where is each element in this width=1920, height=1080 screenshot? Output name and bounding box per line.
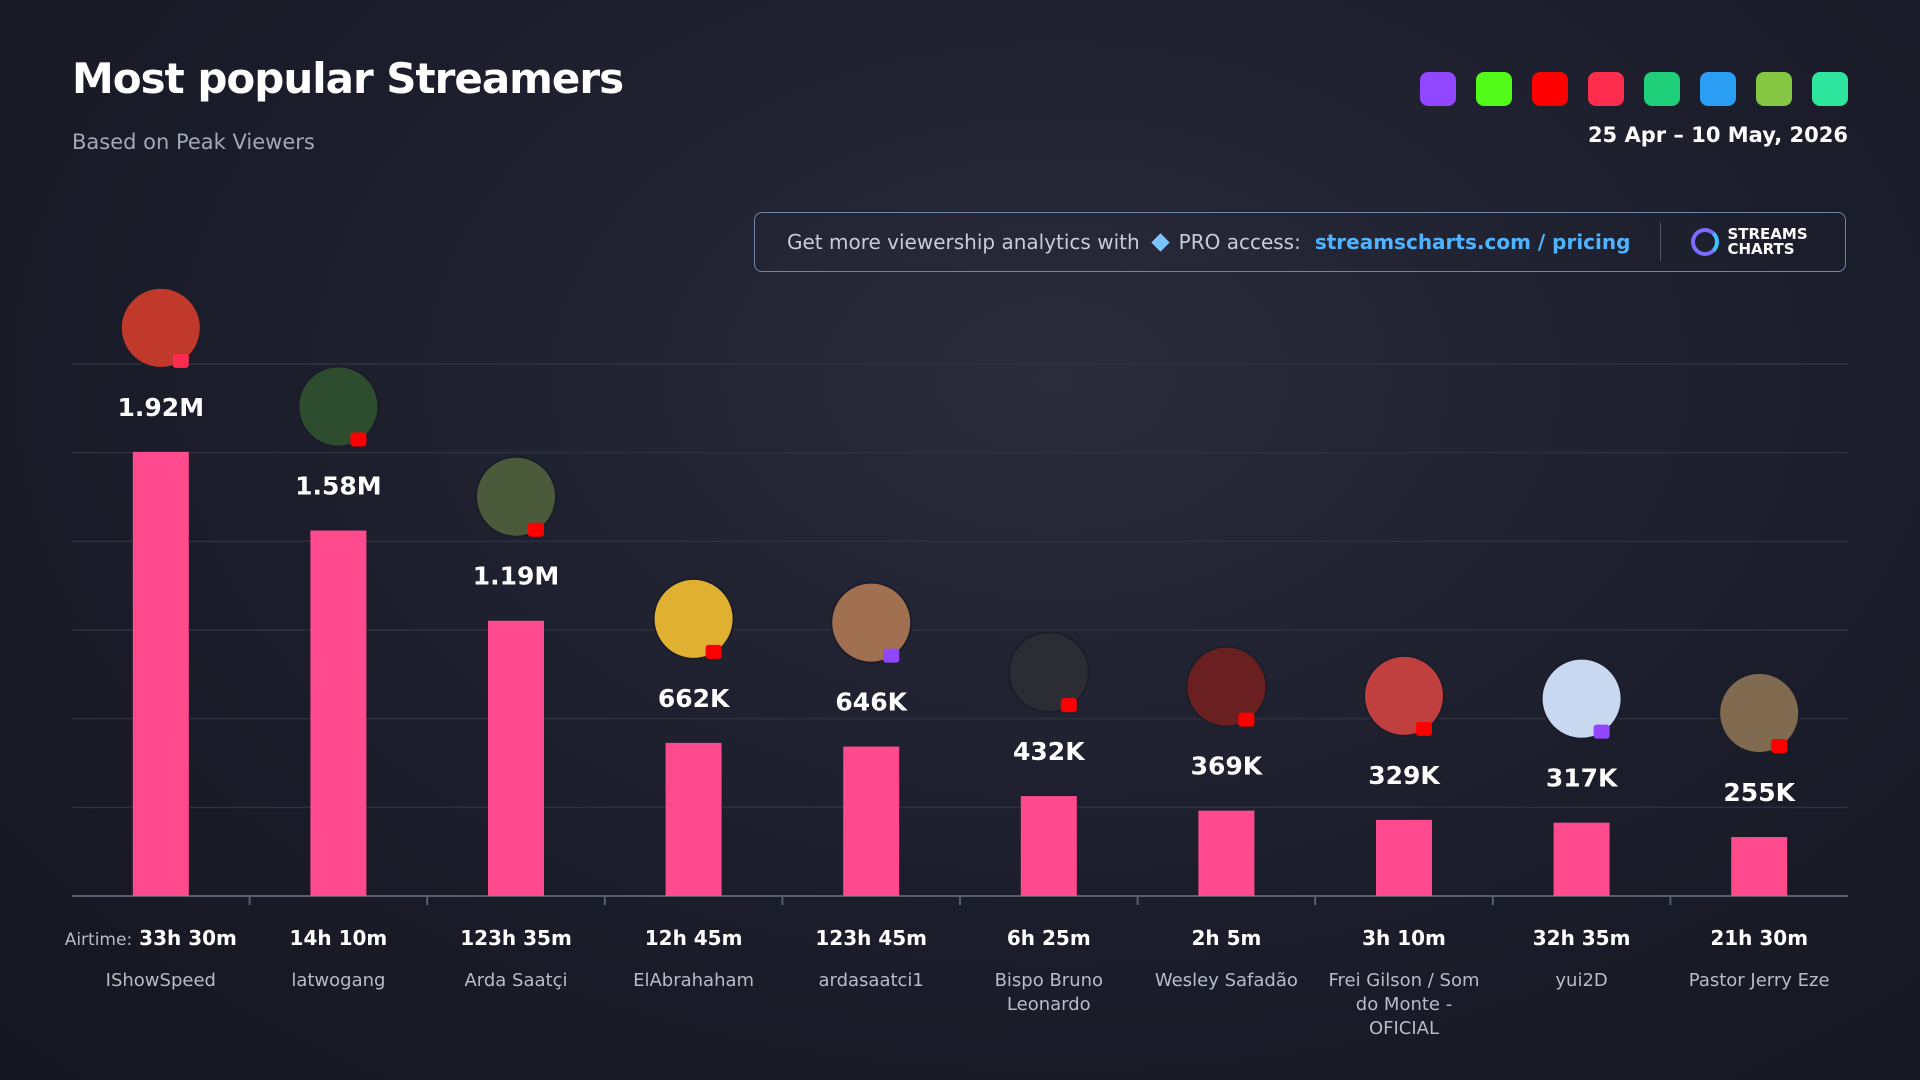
airtime-value: 33h 30m <box>139 926 237 950</box>
avatar <box>1007 631 1090 714</box>
airtime-value: 21h 30m <box>1710 926 1808 950</box>
avatar <box>1540 657 1623 740</box>
value-label: 1.92M <box>118 393 205 422</box>
x-tick-label[interactable]: ardasaatci1 <box>818 970 924 991</box>
airtime: Airtime: 33h 30m <box>65 926 237 950</box>
promo-text: Get more viewership analytics with <box>787 230 1140 254</box>
platform-badge <box>1771 739 1788 754</box>
airtime: 14h 10m <box>290 926 388 950</box>
x-tick-label[interactable]: ElAbrahaham <box>633 970 755 991</box>
logo-line: STREAMS <box>1727 225 1808 243</box>
value-label: 1.58M <box>295 472 382 501</box>
airtime-value: 14h 10m <box>290 926 388 950</box>
airtime-value: 12h 45m <box>645 926 743 950</box>
x-tick-label[interactable]: yui2D <box>1555 970 1608 991</box>
logo-line: CHARTS <box>1727 240 1795 258</box>
airtime: 123h 45m <box>815 926 927 950</box>
kick-icon[interactable] <box>1476 72 1512 106</box>
youtube-icon[interactable] <box>1532 72 1568 106</box>
airtime: 21h 30m <box>1710 926 1808 950</box>
value-label: 432K <box>1013 737 1086 766</box>
avatar <box>475 455 557 538</box>
airtime-value: 123h 45m <box>815 926 927 950</box>
trovo-icon[interactable] <box>1644 72 1680 106</box>
platform-icons <box>1420 72 1848 106</box>
bar <box>843 746 900 896</box>
platform-badge <box>1238 712 1255 727</box>
twitch-icon[interactable] <box>1420 72 1456 106</box>
bar <box>1020 796 1077 896</box>
airtime-value: 2h 5m <box>1191 926 1261 950</box>
infinity-icon[interactable] <box>1700 72 1736 106</box>
bar <box>132 451 189 896</box>
avatar <box>297 365 380 448</box>
avatar <box>830 581 913 664</box>
airtime-value: 3h 10m <box>1362 926 1446 950</box>
logo[interactable]: STREAMS CHARTS <box>1691 227 1808 257</box>
airtime: 123h 35m <box>460 926 572 950</box>
logo-text: STREAMS CHARTS <box>1727 227 1807 257</box>
bar <box>1553 822 1610 896</box>
airtime: 32h 35m <box>1533 926 1631 950</box>
chart-subtitle: Based on Peak Viewers <box>72 130 315 154</box>
value-label: 662K <box>658 684 731 713</box>
airtime-value: 123h 35m <box>460 926 572 950</box>
platform-badge <box>172 353 189 368</box>
airtime-label: Airtime: <box>65 930 132 950</box>
bar <box>1731 837 1788 896</box>
chart-title: Most popular Streamers <box>72 54 624 103</box>
platform-badge <box>883 648 900 663</box>
avatar <box>1185 645 1268 728</box>
value-label: 255K <box>1723 778 1796 807</box>
bar <box>1198 810 1255 896</box>
airtime: 3h 10m <box>1362 926 1446 950</box>
airtime-value: 32h 35m <box>1533 926 1631 950</box>
promo-banner[interactable]: Get more viewership analytics with PRO a… <box>754 212 1846 272</box>
x-tick-label[interactable]: Arda Saatçi <box>464 970 568 991</box>
avatar <box>1363 654 1445 737</box>
airtime: 6h 25m <box>1007 926 1091 950</box>
platform-badge <box>528 522 544 537</box>
airtime: 12h 45m <box>645 926 743 950</box>
avatar <box>119 286 202 369</box>
x-tick-label[interactable]: latwogang <box>291 970 386 991</box>
avatar <box>652 577 735 660</box>
promo-link[interactable]: streamscharts.com / pricing <box>1314 230 1631 254</box>
platform-badge <box>1060 698 1077 713</box>
value-label: 369K <box>1191 752 1264 781</box>
bar <box>310 530 367 896</box>
airtime-value: 6h 25m <box>1007 926 1091 950</box>
date-range: 25 Apr – 10 May, 2026 <box>1587 123 1848 147</box>
x-tick-label[interactable]: IShowSpeed <box>105 970 216 991</box>
bar <box>1376 819 1432 896</box>
platform-badge <box>1416 721 1432 736</box>
bar <box>488 620 544 896</box>
airtime: 2h 5m <box>1191 926 1261 950</box>
value-label: 317K <box>1546 764 1619 793</box>
value-label: 1.19M <box>473 562 560 591</box>
rumble-icon[interactable] <box>1756 72 1792 106</box>
vk-icon[interactable] <box>1588 72 1624 106</box>
platform-badge <box>350 432 367 447</box>
promo-pro: PRO access: <box>1178 230 1301 254</box>
logo-icon <box>1691 228 1720 256</box>
x-tick-label[interactable]: Frei Gilson / Som do Monte - OFICIAL <box>1328 970 1480 1039</box>
value-label: 329K <box>1368 761 1441 790</box>
z-icon[interactable] <box>1812 72 1848 106</box>
x-tick-label[interactable]: Bispo Bruno Leonardo <box>994 970 1104 1015</box>
x-tick-label[interactable]: Pastor Jerry Eze <box>1688 970 1830 991</box>
value-label: 646K <box>835 688 908 717</box>
bar <box>665 742 722 896</box>
avatar <box>1718 672 1801 755</box>
platform-badge <box>1593 724 1610 739</box>
x-tick-label[interactable]: Wesley Safadão <box>1154 970 1298 991</box>
platform-badge <box>705 644 722 659</box>
separator <box>1660 223 1662 261</box>
